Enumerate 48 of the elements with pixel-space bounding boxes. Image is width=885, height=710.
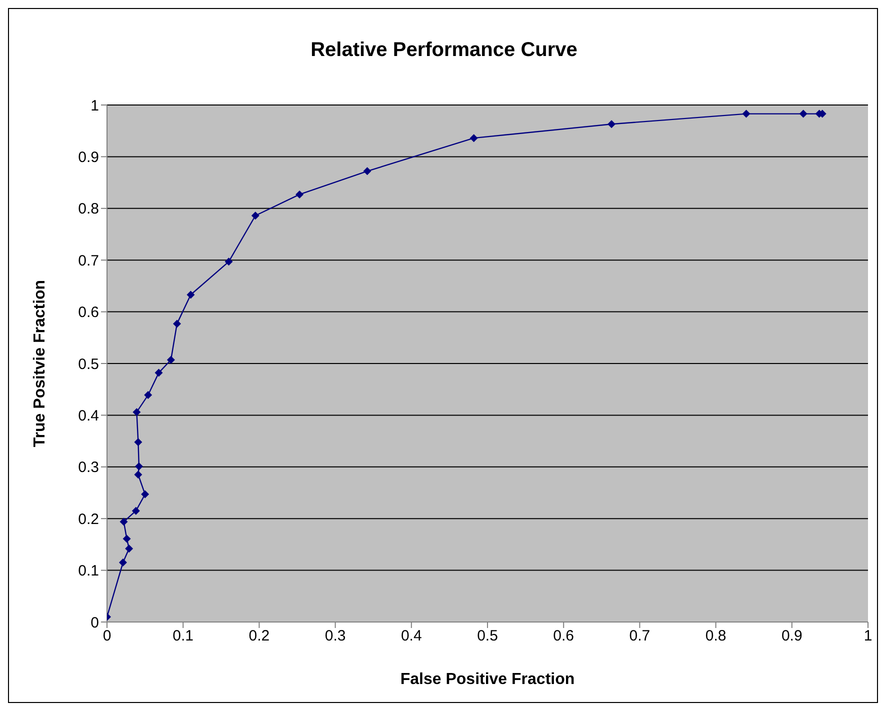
x-tick-label: 0.8 bbox=[705, 628, 726, 645]
point bbox=[134, 470, 142, 479]
x-tick-label: 0.5 bbox=[477, 628, 498, 645]
point bbox=[154, 368, 163, 377]
x-tick-label: 0.1 bbox=[172, 628, 194, 645]
y-tick-label: 0.9 bbox=[78, 149, 99, 166]
y-tick-label: 0.3 bbox=[78, 459, 99, 476]
y-tick-label: 0.2 bbox=[78, 510, 99, 528]
point bbox=[144, 391, 152, 400]
x-tick-label: 0 bbox=[102, 628, 112, 645]
x-tick-label: 0.4 bbox=[400, 628, 422, 645]
point bbox=[122, 534, 131, 543]
y-tick-label: 0.8 bbox=[78, 200, 99, 218]
point bbox=[251, 212, 260, 220]
point bbox=[470, 134, 478, 142]
x-tick-label: 0.3 bbox=[324, 628, 346, 645]
point bbox=[186, 290, 195, 299]
y-tick-label: 0.4 bbox=[78, 408, 99, 425]
x-tick-label: 0.9 bbox=[781, 628, 802, 645]
point bbox=[608, 120, 616, 128]
y-tick-label: 0.1 bbox=[78, 562, 99, 580]
y-tick-label: 0 bbox=[90, 614, 99, 632]
y-tick-label: 0.7 bbox=[78, 252, 99, 270]
x-tick-label: 0.6 bbox=[553, 628, 574, 645]
point bbox=[132, 408, 141, 416]
point bbox=[173, 320, 182, 328]
y-axis-title: True Positvie Fraction bbox=[32, 280, 49, 448]
point bbox=[134, 462, 143, 470]
x-tick-label: 0.2 bbox=[248, 628, 270, 645]
point bbox=[118, 558, 127, 567]
point bbox=[132, 506, 140, 515]
point bbox=[166, 356, 175, 364]
point bbox=[742, 110, 750, 118]
point bbox=[141, 490, 150, 498]
x-axis-title: False Positive Fraction bbox=[400, 671, 575, 688]
x-tick-label: 0.7 bbox=[629, 628, 650, 645]
y-tick-label: 1 bbox=[90, 97, 99, 114]
point bbox=[125, 544, 134, 553]
point bbox=[363, 167, 372, 176]
point bbox=[296, 190, 304, 198]
x-tick-label: 1 bbox=[864, 628, 872, 645]
chart-title: Relative Performance Curve bbox=[310, 39, 578, 62]
point bbox=[799, 110, 808, 118]
point bbox=[134, 438, 142, 446]
point bbox=[120, 518, 128, 526]
point bbox=[224, 258, 233, 266]
y-tick-label: 0.5 bbox=[78, 356, 99, 373]
y-tick-label: 0.6 bbox=[78, 304, 99, 322]
